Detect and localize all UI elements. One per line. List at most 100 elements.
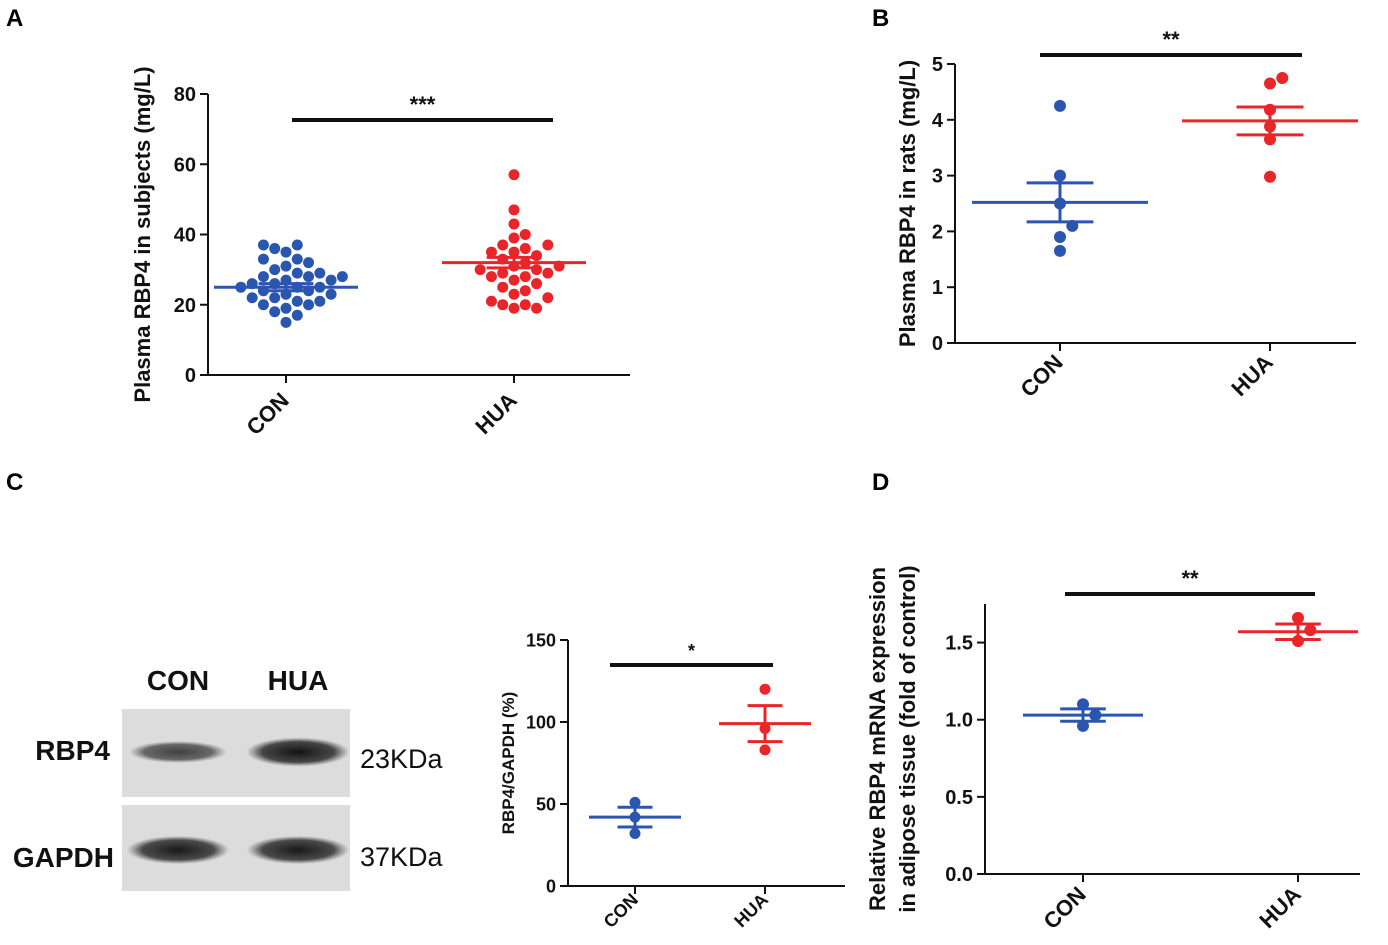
data-point-con (269, 292, 281, 304)
blot-band-rbp4-con (129, 741, 227, 763)
data-point-hua (497, 239, 509, 251)
chart-d: 0.0 0.5 1.0 1.5 CON HUA Relative RBP4 mRNA exp… (865, 565, 1360, 934)
data-point-con (291, 309, 303, 321)
y-tick-label: 150 (526, 630, 556, 650)
data-point-hua (1304, 624, 1317, 637)
data-point-hua (519, 271, 531, 283)
data-point-con (291, 267, 303, 279)
data-point-con (1077, 698, 1089, 711)
data-point-con (269, 243, 281, 255)
y-tick-label: 1.5 (945, 633, 973, 655)
data-point-con (291, 253, 303, 265)
data-point-hua (1276, 71, 1289, 84)
data-point-con (303, 257, 315, 269)
data-point-hua (485, 295, 497, 307)
panel-letter-c: C (6, 469, 23, 496)
data-point-hua (497, 281, 509, 293)
x-tick-label-con: CON (600, 889, 642, 931)
data-point-con (629, 828, 641, 840)
y-tick-label: 0 (932, 333, 943, 355)
data-point-hua (519, 299, 531, 311)
y-tick-label: 2 (932, 221, 943, 243)
panel-letter-b: B (872, 5, 889, 32)
chart-b: 0 1 2 3 4 5 CON HUA Plasma RBP4 in rats (mg/L) ** (895, 27, 1358, 402)
y-tick-label: 100 (526, 712, 556, 732)
chart-a: 0 20 40 60 80 CON HUA Plasma RBP4 in subjects (… (130, 66, 630, 440)
x-tick-label-con: CON (1039, 882, 1091, 934)
data-point-con (257, 271, 269, 283)
data-point-hua (508, 169, 520, 181)
data-point-con (280, 316, 292, 328)
data-point-hua (1264, 77, 1276, 90)
data-point-hua (497, 267, 509, 279)
x-tick-label-hua: HUA (470, 388, 521, 439)
blot-row-label-rbp4: RBP4 (35, 735, 110, 766)
data-point-con (314, 267, 326, 279)
chart-c: 0 50 100 150 CON HUA RBP4/GAPDH (%) * (499, 630, 845, 932)
data-point-hua (531, 250, 543, 262)
data-point-hua (531, 264, 543, 276)
data-point-hua (531, 278, 543, 290)
data-point-hua (508, 274, 520, 286)
data-point-hua (519, 229, 531, 240)
data-point-con (257, 239, 269, 251)
data-point-hua (497, 299, 509, 311)
x-tick-label-con: CON (242, 388, 294, 440)
significance-label: ** (1181, 566, 1199, 591)
y-tick-label: 1 (932, 277, 943, 299)
blot-kda-gapdh: 37KDa (360, 842, 444, 872)
significance-label: ** (1162, 27, 1180, 52)
data-point-con (291, 239, 303, 251)
y-tick-label: 5 (932, 54, 943, 76)
data-point-hua (542, 239, 554, 251)
y-tick-label: 50 (536, 794, 556, 814)
y-axis-label: Plasma RBP4 in subjects (mg/L) (130, 66, 155, 402)
data-point-hua (519, 243, 531, 255)
data-point-con (1077, 719, 1089, 732)
data-point-hua (508, 204, 520, 216)
blot-lane-label-con: CON (147, 665, 209, 696)
data-point-hua (519, 285, 531, 297)
data-point-hua (508, 246, 520, 258)
y-tick-label: 0 (546, 876, 556, 896)
x-tick-label-hua: HUA (1254, 882, 1305, 933)
data-point-hua (1292, 611, 1304, 624)
data-point-con (246, 292, 258, 304)
y-axis-label: in adipose tissue (fold of control) (895, 565, 920, 912)
y-axis-label: Plasma RBP4 in rats (mg/L) (895, 60, 920, 347)
data-point-con (325, 288, 337, 300)
data-point-con (303, 271, 315, 283)
data-point-hua (759, 744, 771, 756)
y-tick-label: 4 (932, 110, 944, 132)
data-point-con (1054, 169, 1066, 182)
data-point-con (269, 264, 281, 276)
data-point-hua (508, 302, 520, 314)
y-tick-label: 1.0 (945, 710, 973, 732)
data-point-con (280, 260, 292, 272)
y-axis-label: Relative RBP4 mRNA expression (865, 567, 890, 911)
y-tick-label: 3 (932, 166, 943, 188)
data-point-hua (542, 292, 554, 304)
blot-kda-rbp4: 23KDa (360, 744, 444, 774)
x-tick-label-con: CON (1016, 350, 1068, 402)
data-point-con (314, 295, 326, 307)
data-point-hua (1264, 170, 1276, 183)
data-point-con (291, 295, 303, 307)
blot-band-rbp4-hua (246, 737, 350, 767)
data-point-hua (759, 683, 771, 695)
data-point-hua (508, 232, 520, 244)
data-point-hua (474, 264, 486, 276)
x-tick-label-hua: HUA (730, 889, 772, 931)
data-point-hua (508, 218, 520, 230)
data-point-con (1054, 99, 1066, 112)
data-point-con (1054, 244, 1066, 257)
blot-band-gapdh-con (126, 835, 230, 865)
blot-lane-label-hua: HUA (268, 665, 329, 696)
y-tick-label: 60 (174, 154, 196, 176)
western-blot: CON HUA RBP4 GAPDH 23KDa 37KDa (13, 665, 444, 891)
data-point-con (280, 302, 292, 314)
x-tick-label-hua: HUA (1226, 350, 1277, 401)
blot-row-label-gapdh: GAPDH (13, 842, 114, 873)
panel-letter-d: D (872, 469, 889, 496)
